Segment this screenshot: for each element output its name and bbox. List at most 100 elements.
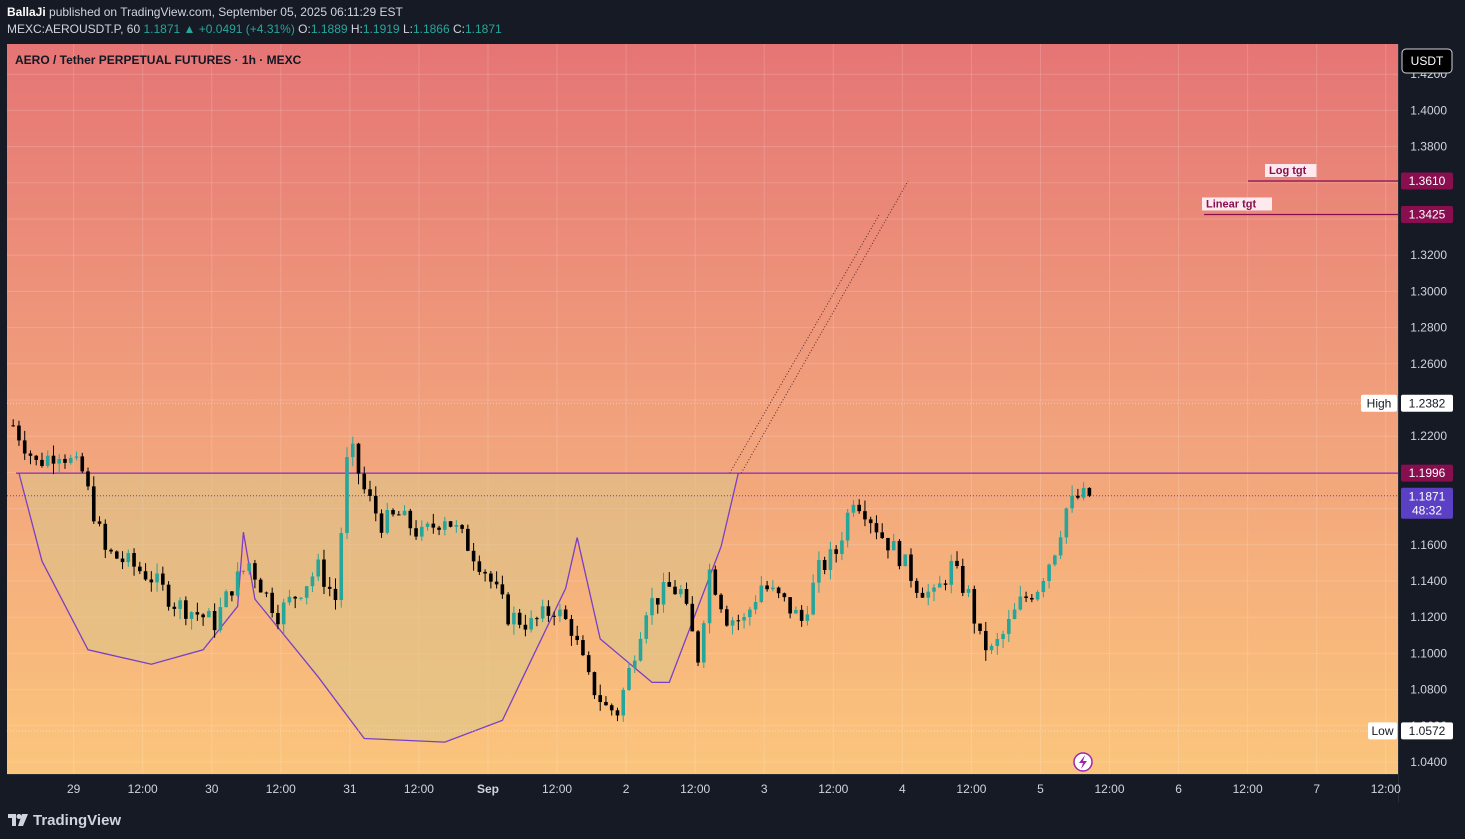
candle: [615, 707, 620, 722]
candle: [794, 606, 798, 614]
candle: [155, 563, 159, 592]
price-tick-label: 1.2200: [1410, 429, 1447, 443]
candle: [414, 520, 418, 540]
candle: [512, 606, 516, 635]
lightning-icon[interactable]: [1073, 752, 1093, 772]
candle: [120, 551, 125, 570]
high-label-tag: High: [1361, 394, 1397, 412]
candle: [650, 587, 654, 625]
candle: [114, 550, 119, 560]
candle: [80, 452, 85, 474]
time-tick-label: 12:00: [1233, 782, 1263, 796]
candle: [195, 602, 200, 621]
candle: [776, 586, 781, 599]
candle: [327, 576, 332, 597]
brand-name: TradingView: [33, 812, 122, 829]
candle: [886, 537, 890, 559]
author-name[interactable]: BallaJi: [7, 5, 46, 19]
candle: [310, 572, 315, 593]
candle: [63, 454, 67, 469]
candle: [552, 611, 556, 626]
candle: [477, 555, 482, 575]
high-label: H:: [350, 22, 363, 36]
candle: [460, 523, 464, 534]
candle: [960, 558, 965, 597]
candle: [86, 467, 90, 491]
price-tick-label: 1.3000: [1410, 284, 1447, 298]
candle: [40, 452, 44, 468]
candle: [598, 684, 603, 711]
candle: [719, 593, 723, 613]
candle: [350, 436, 355, 467]
time-tick-label: 12:00: [680, 782, 710, 796]
candle: [483, 569, 487, 582]
candle: [932, 584, 936, 602]
candles[interactable]: [11, 419, 1092, 722]
candle: [178, 597, 182, 620]
candle: [840, 531, 844, 561]
candle: [22, 430, 27, 460]
candle: [316, 553, 321, 582]
time-axis[interactable]: 29 12:00 30 12:00 31 12:00 Sep 12:00 2 12:00 3 12:0…: [67, 782, 1401, 796]
candle: [339, 527, 344, 608]
candle: [224, 589, 228, 608]
price-tick-label: 1.4000: [1410, 103, 1447, 117]
time-tick-label: 29: [67, 782, 81, 796]
candle: [517, 608, 522, 629]
candle: [782, 592, 787, 602]
chart-header: BallaJi published on TradingView.com, Se…: [0, 0, 1465, 44]
price-tick-label: 1.3800: [1410, 140, 1447, 154]
cup-fill: [18, 473, 739, 743]
symbol-name[interactable]: MEXC:AEROUSDT.P, 60: [7, 22, 141, 36]
time-tick-label: 6: [1175, 782, 1182, 796]
candle: [978, 623, 982, 635]
last-price: 1.1871: [143, 22, 181, 36]
high-value: 1.1919: [362, 22, 400, 36]
candle: [621, 687, 626, 722]
svg-text:Log tgt: Log tgt: [1269, 165, 1307, 177]
candle: [828, 541, 833, 580]
svg-text:1.1996: 1.1996: [1409, 466, 1446, 480]
tradingview-logo[interactable]: TradingView: [8, 812, 121, 829]
candle: [201, 613, 205, 626]
svg-text:1.1871: 1.1871: [1409, 490, 1446, 504]
plot-background: [7, 44, 1398, 774]
candle: [1076, 488, 1080, 500]
candle: [109, 548, 113, 554]
open-value: 1.1889: [310, 22, 348, 36]
candle: [1018, 585, 1023, 611]
candle: [1024, 591, 1028, 603]
price-tick-label: 1.2600: [1410, 357, 1447, 371]
candle: [68, 454, 73, 465]
candle: [684, 582, 689, 606]
candle: [771, 580, 775, 592]
candle: [638, 632, 643, 662]
candle: [748, 606, 752, 626]
candle: [506, 592, 510, 626]
candle: [943, 579, 948, 591]
time-tick-label: 2: [623, 782, 630, 796]
candle: [742, 613, 746, 629]
candle: [149, 571, 154, 592]
candle: [995, 632, 1000, 655]
candle: [1035, 590, 1040, 602]
time-tick-label: 12:00: [818, 782, 848, 796]
candle: [1070, 485, 1074, 513]
candle: [51, 445, 56, 475]
candle: [189, 611, 194, 630]
candle: [736, 614, 741, 631]
candle: [448, 520, 453, 528]
candle: [903, 554, 908, 567]
candle: [874, 515, 879, 540]
low-value: 1.1866: [412, 22, 450, 36]
candle: [471, 542, 476, 571]
candle: [74, 451, 79, 461]
candle: [161, 566, 165, 591]
currency-button[interactable]: USDT: [1401, 48, 1453, 74]
svg-text:Linear tgt: Linear tgt: [1206, 198, 1256, 210]
candle: [972, 585, 977, 634]
candle: [166, 581, 171, 611]
open-label: O:: [298, 22, 311, 36]
linear-target-price-tag: 1.3425: [1401, 205, 1453, 223]
